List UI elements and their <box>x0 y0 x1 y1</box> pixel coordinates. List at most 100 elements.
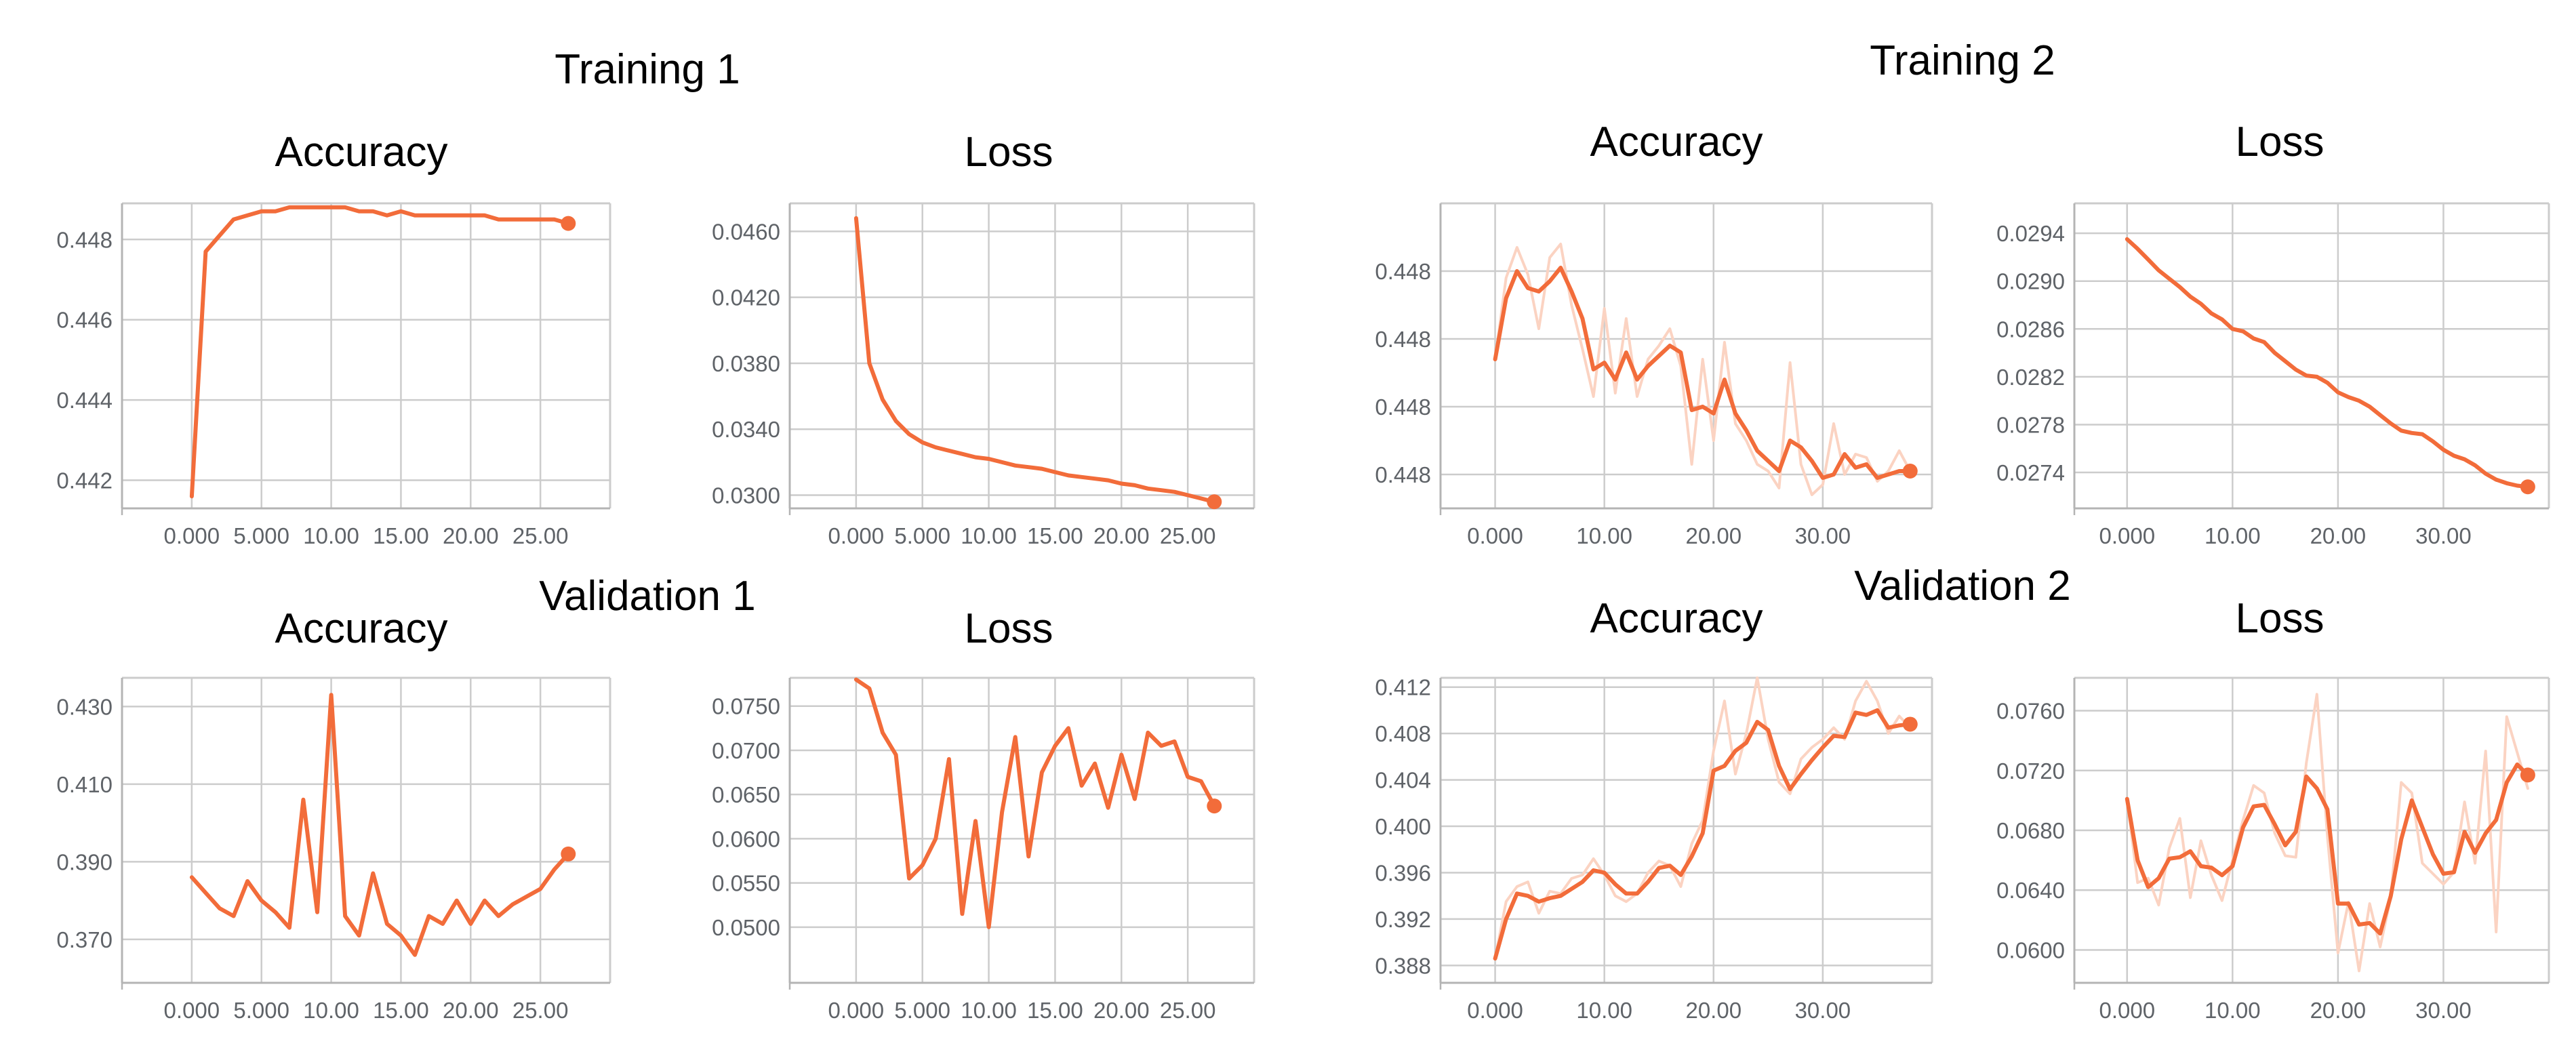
x-tick-label: 5.000 <box>233 523 289 548</box>
chart-title: Accuracy <box>1590 595 1763 642</box>
x-tick-label: 20.00 <box>2310 523 2367 548</box>
x-tick-label: 10.00 <box>1576 998 1632 1023</box>
series-end-marker <box>1902 716 1918 732</box>
series-line <box>853 216 1217 504</box>
group-title-training-1: Training 1 <box>555 46 740 93</box>
series-line <box>189 205 571 499</box>
series-end-marker <box>2520 479 2535 495</box>
y-tick-label: 0.0274 <box>1996 460 2065 485</box>
series-line <box>1493 266 1912 480</box>
x-tick-label: 0.000 <box>2099 998 2155 1023</box>
y-tick-label: 0.0600 <box>712 826 780 851</box>
chart-title: Loss <box>965 129 1053 176</box>
raw-series-line <box>1493 676 1912 960</box>
series-line <box>2125 237 2530 489</box>
y-tick-label: 0.0282 <box>1996 365 2065 390</box>
series-line <box>853 677 1217 929</box>
x-tick-label: 10.00 <box>303 998 359 1023</box>
y-tick-label: 0.0680 <box>1996 818 2065 843</box>
series-end-marker <box>2520 767 2535 783</box>
y-tick-label: 0.446 <box>56 308 113 333</box>
chart-training-2-loss: Loss 0.0274 0.0278 0.0282 0.0286 0.0290 0.0294… <box>1996 119 2550 548</box>
y-tick-label: 0.0550 <box>712 871 780 896</box>
x-tick-label: 30.00 <box>1795 998 1851 1023</box>
y-tick-label: 0.442 <box>56 468 113 493</box>
chart-title: Loss <box>965 605 1053 652</box>
y-tick-label: 0.408 <box>1375 721 1431 746</box>
x-tick-label: 30.00 <box>1795 523 1851 548</box>
y-tick-label: 0.448 <box>1375 327 1431 352</box>
series-end-marker <box>561 216 576 231</box>
series-line <box>1493 708 1912 961</box>
y-tick-label: 0.0294 <box>1996 221 2065 246</box>
x-tick-label: 20.00 <box>2310 998 2367 1023</box>
x-tick-label: 20.00 <box>1685 523 1742 548</box>
y-tick-label: 0.390 <box>56 849 113 874</box>
x-tick-label: 20.00 <box>443 998 499 1023</box>
chart-validation-1-loss: Loss 0.0500 0.0550 0.0600 0.0650 0.0700 0.0750… <box>712 605 1255 1023</box>
x-tick-label: 10.00 <box>2205 998 2261 1023</box>
y-tick-label: 0.0720 <box>1996 758 2065 784</box>
y-tick-label: 0.0600 <box>1996 937 2065 962</box>
x-tick-label: 20.00 <box>1093 523 1150 548</box>
y-tick-label: 0.370 <box>56 927 113 952</box>
chart-validation-1-accuracy: Accuracy 0.370 0.390 0.410 0.430 0.000 5.000 10… <box>56 605 611 1023</box>
x-tick-label: 15.00 <box>373 998 429 1023</box>
y-tick-label: 0.388 <box>1375 953 1431 978</box>
group-title-validation-1: Validation 1 <box>539 573 755 620</box>
x-tick-label: 0.000 <box>164 998 220 1023</box>
y-tick-label: 0.0380 <box>712 351 780 376</box>
chart-training-2-accuracy: Accuracy 0.448 0.448 0.448 0.448 0.000 10.00 20… <box>1375 119 1933 548</box>
y-tick-label: 0.430 <box>56 694 113 719</box>
y-tick-label: 0.0650 <box>712 782 780 807</box>
x-tick-label: 0.000 <box>828 998 885 1023</box>
y-tick-label: 0.444 <box>56 388 113 413</box>
x-tick-label: 0.000 <box>828 523 885 548</box>
y-tick-label: 0.448 <box>1375 394 1431 420</box>
y-tick-label: 0.448 <box>1375 462 1431 487</box>
series-line <box>2125 762 2530 936</box>
x-tick-label: 10.00 <box>961 998 1017 1023</box>
chart-title: Loss <box>2236 119 2325 165</box>
series-end-marker <box>1207 798 1222 814</box>
x-tick-label: 25.00 <box>1160 998 1216 1023</box>
y-tick-label: 0.0278 <box>1996 412 2065 437</box>
chart-validation-2-accuracy: Accuracy 0.388 0.392 0.396 0.400 0.404 0.408 0.… <box>1375 595 1933 1023</box>
chart-title: Loss <box>2236 595 2325 642</box>
series-end-marker <box>561 846 576 862</box>
chart-training-1-accuracy: Accuracy 0.442 0.444 0.446 0.448 0.000 5.000 10… <box>56 129 611 548</box>
y-tick-label: 0.404 <box>1375 768 1431 793</box>
x-tick-label: 30.00 <box>2415 523 2472 548</box>
y-tick-label: 0.0300 <box>712 483 780 508</box>
y-tick-label: 0.0500 <box>712 915 780 940</box>
chart-validation-2-loss: Loss 0.0600 0.0640 0.0680 0.0720 0.0760 0.000 1… <box>1996 595 2550 1023</box>
x-tick-label: 30.00 <box>2415 998 2472 1023</box>
x-tick-label: 20.00 <box>1093 998 1150 1023</box>
x-tick-label: 10.00 <box>961 523 1017 548</box>
x-tick-label: 25.00 <box>512 998 569 1023</box>
series-end-marker <box>1902 464 1918 479</box>
y-tick-label: 0.0640 <box>1996 878 2065 903</box>
x-tick-label: 5.000 <box>894 998 950 1023</box>
y-tick-label: 0.448 <box>56 227 113 252</box>
y-tick-label: 0.0760 <box>1996 699 2065 724</box>
y-tick-label: 0.400 <box>1375 814 1431 839</box>
y-tick-label: 0.396 <box>1375 860 1431 885</box>
x-tick-label: 10.00 <box>2205 523 2261 548</box>
y-tick-label: 0.412 <box>1375 675 1431 700</box>
x-tick-label: 5.000 <box>233 998 289 1023</box>
x-tick-label: 10.00 <box>1576 523 1632 548</box>
x-tick-label: 0.000 <box>2099 523 2155 548</box>
x-tick-label: 20.00 <box>443 523 499 548</box>
x-tick-label: 15.00 <box>1027 998 1083 1023</box>
group-title-training-2: Training 2 <box>1870 37 2055 84</box>
series-end-marker <box>1207 494 1222 510</box>
x-tick-label: 25.00 <box>512 523 569 548</box>
y-tick-label: 0.0420 <box>712 285 780 310</box>
x-tick-label: 5.000 <box>894 523 950 548</box>
y-tick-label: 0.0460 <box>712 219 780 244</box>
x-tick-label: 20.00 <box>1685 998 1742 1023</box>
chart-title: Accuracy <box>1590 119 1763 165</box>
x-tick-label: 0.000 <box>1467 998 1523 1023</box>
